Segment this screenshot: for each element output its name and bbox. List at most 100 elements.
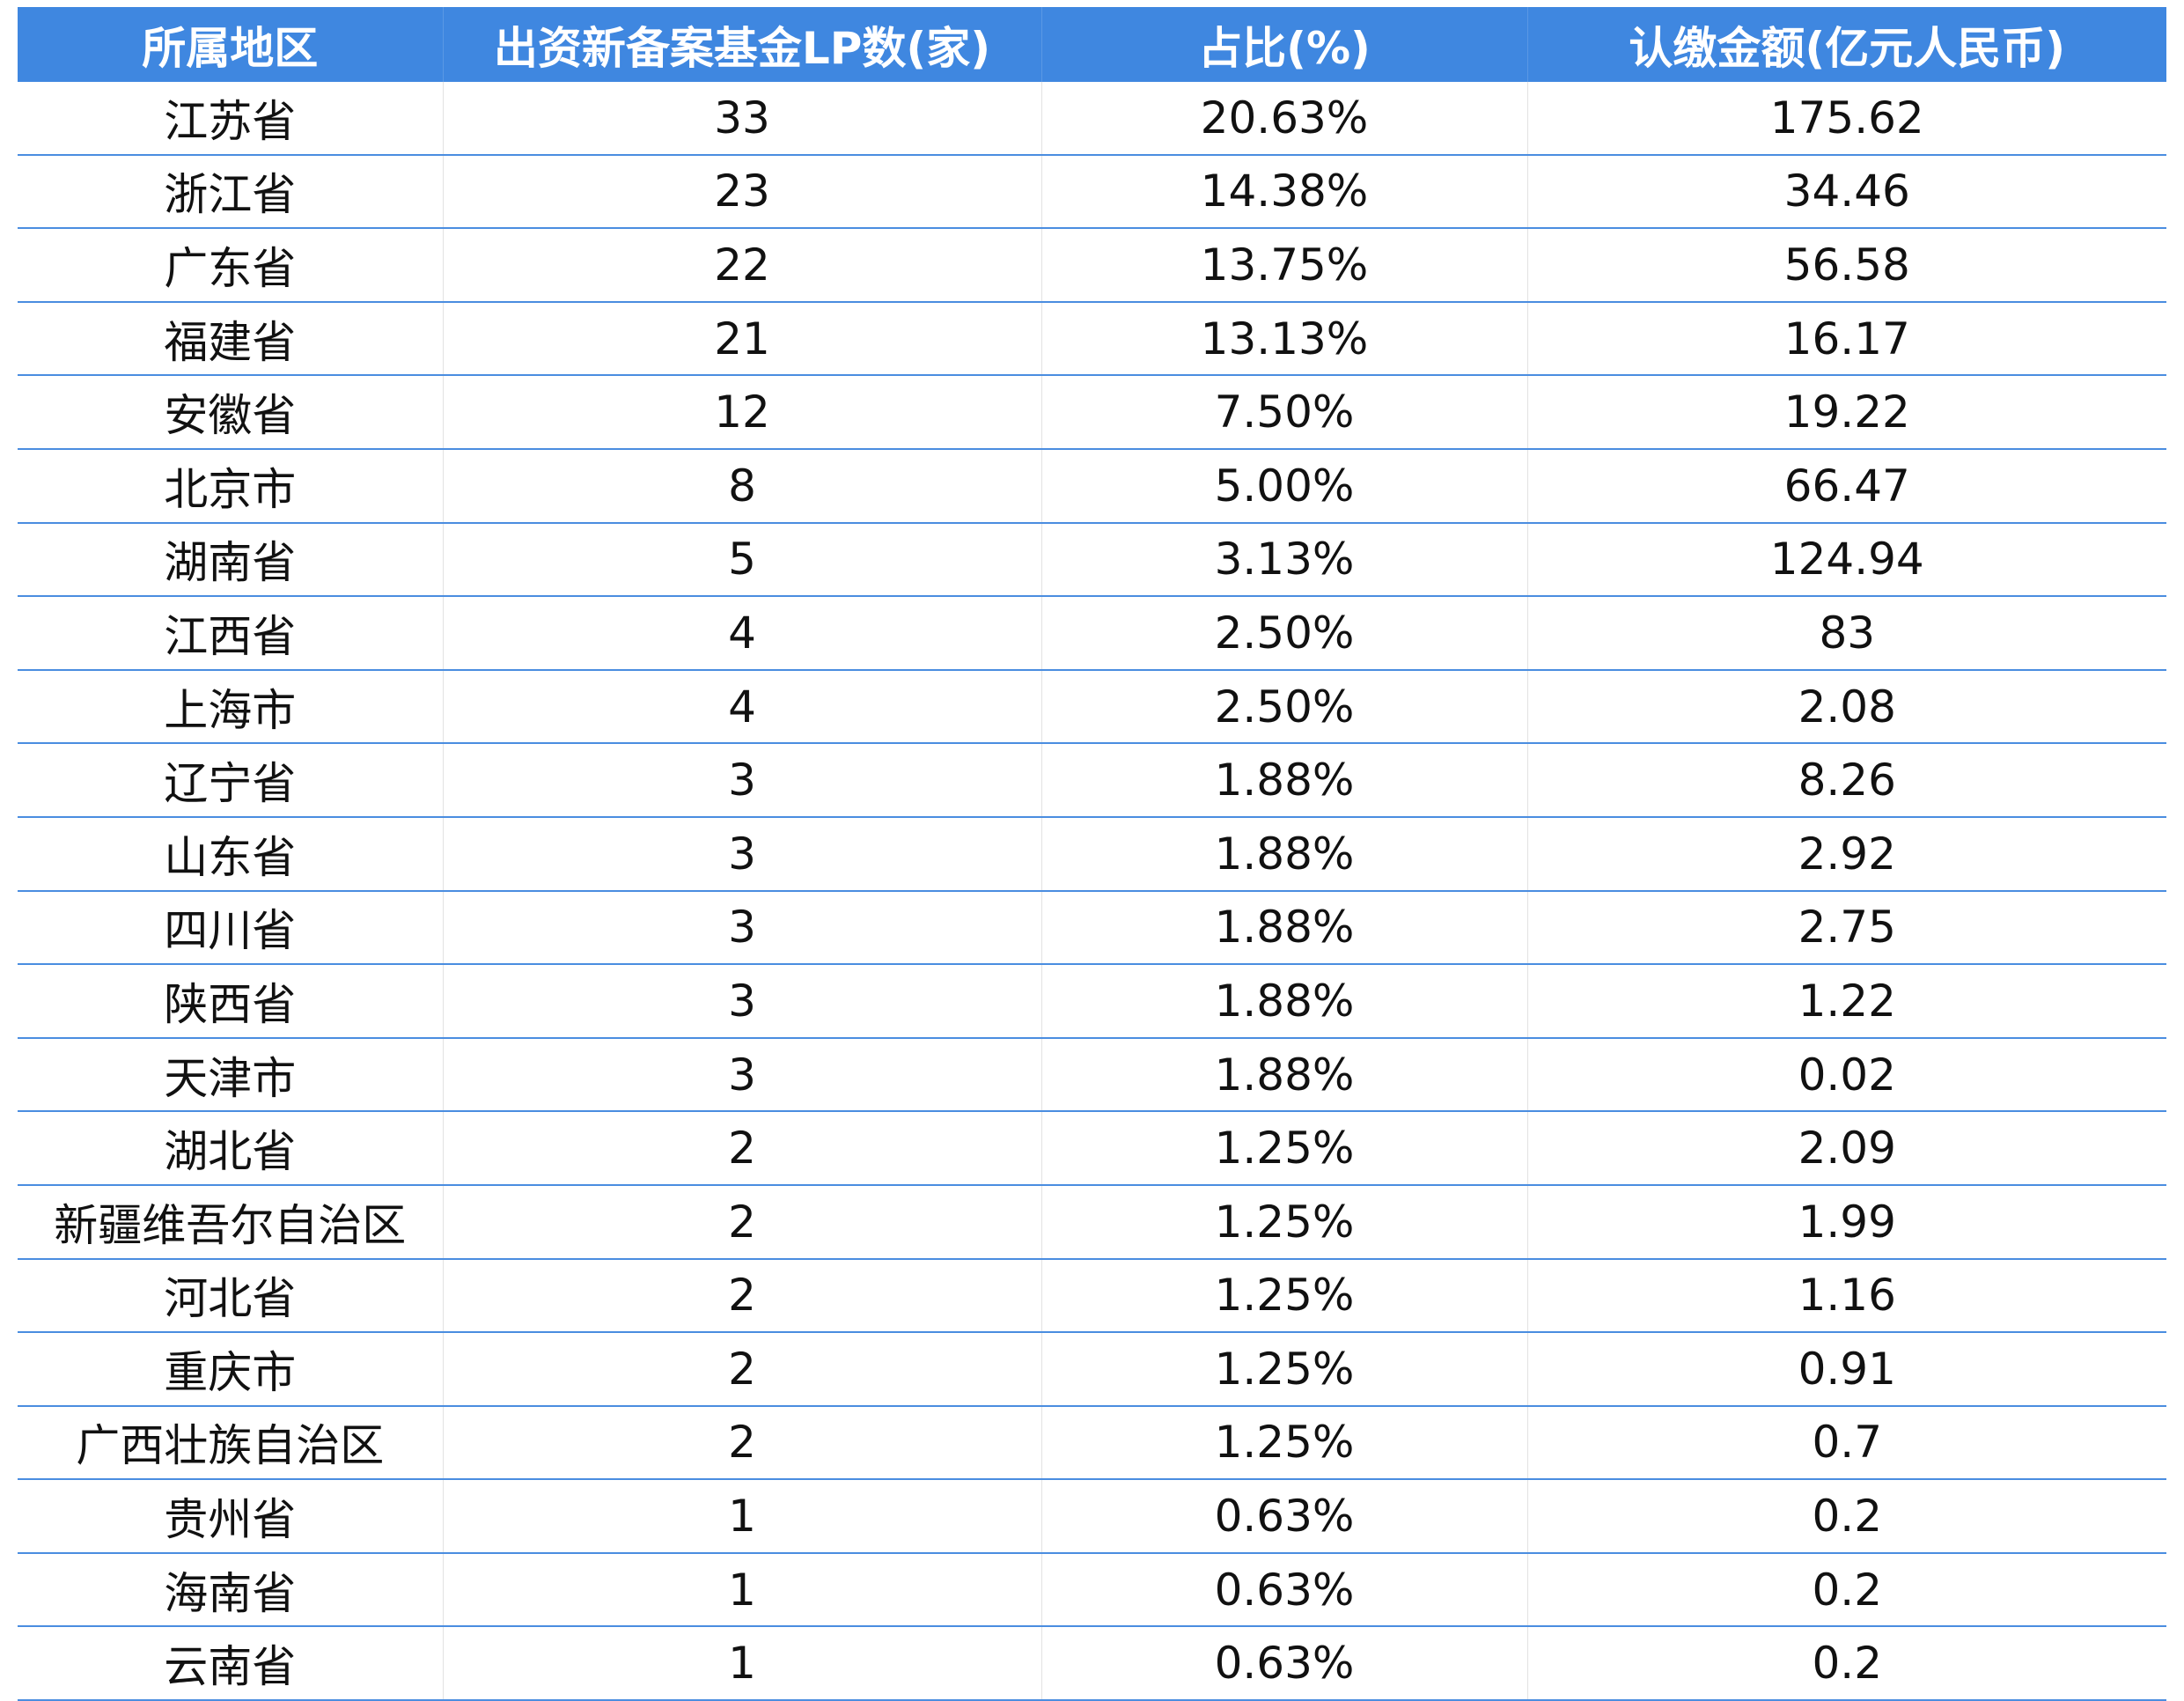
- cell-lp-count: 4: [443, 669, 1042, 745]
- cell-share: 2.50%: [1041, 596, 1528, 671]
- cell-subscribed-amount: 2.08: [1527, 669, 2166, 745]
- cell-subscribed-amount: 34.46: [1527, 154, 2166, 230]
- cell-share: 1.88%: [1041, 890, 1528, 966]
- header-subscribed-amount: 认缴金额(亿元人民币): [1527, 7, 2166, 82]
- cell-lp-count: 2: [443, 1111, 1042, 1186]
- cell-lp-count: 3: [443, 890, 1042, 966]
- cell-subscribed-amount: 16.17: [1527, 301, 2166, 377]
- header-share: 占比(%): [1041, 7, 1528, 82]
- cell-lp-count: 8: [443, 448, 1042, 524]
- cell-lp-count: 1: [443, 1626, 1042, 1701]
- cell-region: 安徽省: [18, 375, 444, 450]
- cell-region: 河北省: [18, 1258, 444, 1334]
- cell-subscribed-amount: 0.7: [1527, 1405, 2166, 1481]
- cell-share: 7.50%: [1041, 375, 1528, 450]
- cell-lp-count: 2: [443, 1258, 1042, 1334]
- cell-subscribed-amount: 2.09: [1527, 1111, 2166, 1186]
- cell-share: 1.25%: [1041, 1405, 1528, 1481]
- cell-region: 辽宁省: [18, 743, 444, 818]
- table-row: 上海市 4 2.50% 2.08: [18, 669, 2166, 745]
- table-row: 安徽省 12 7.50% 19.22: [18, 375, 2166, 450]
- cell-share: 2.50%: [1041, 669, 1528, 745]
- cell-subscribed-amount: 124.94: [1527, 522, 2166, 598]
- cell-subscribed-amount: 1.22: [1527, 964, 2166, 1039]
- cell-share: 0.63%: [1041, 1479, 1528, 1554]
- table-row: 江苏省 33 20.63% 175.62: [18, 82, 2166, 156]
- cell-region: 上海市: [18, 669, 444, 745]
- cell-region: 贵州省: [18, 1479, 444, 1554]
- cell-region: 新疆维吾尔自治区: [18, 1184, 444, 1260]
- cell-share: 13.75%: [1041, 228, 1528, 303]
- table-row: 辽宁省 3 1.88% 8.26: [18, 743, 2166, 818]
- cell-share: 1.88%: [1041, 964, 1528, 1039]
- cell-share: 1.88%: [1041, 1037, 1528, 1113]
- cell-subscribed-amount: 2.92: [1527, 816, 2166, 892]
- cell-region: 云南省: [18, 1626, 444, 1701]
- cell-lp-count: 2: [443, 1332, 1042, 1407]
- cell-lp-count: 3: [443, 964, 1042, 1039]
- cell-subscribed-amount: 83: [1527, 596, 2166, 671]
- cell-share: 1.25%: [1041, 1332, 1528, 1407]
- cell-subscribed-amount: 66.47: [1527, 448, 2166, 524]
- cell-lp-count: 12: [443, 375, 1042, 450]
- cell-lp-count: 3: [443, 1037, 1042, 1113]
- cell-region: 北京市: [18, 448, 444, 524]
- cell-lp-count: 4: [443, 596, 1042, 671]
- table-row: 江西省 4 2.50% 83: [18, 596, 2166, 671]
- cell-share: 5.00%: [1041, 448, 1528, 524]
- cell-lp-count: 3: [443, 816, 1042, 892]
- table-row: 云南省 1 0.63% 0.2: [18, 1626, 2166, 1701]
- cell-subscribed-amount: 0.02: [1527, 1037, 2166, 1113]
- table-row: 新疆维吾尔自治区 2 1.25% 1.99: [18, 1184, 2166, 1260]
- cell-subscribed-amount: 1.16: [1527, 1258, 2166, 1334]
- cell-lp-count: 22: [443, 228, 1042, 303]
- cell-region: 江苏省: [18, 82, 444, 156]
- cell-region: 广西壮族自治区: [18, 1405, 444, 1481]
- cell-share: 1.88%: [1041, 743, 1528, 818]
- cell-subscribed-amount: 0.2: [1527, 1626, 2166, 1701]
- cell-region: 江西省: [18, 596, 444, 671]
- cell-share: 3.13%: [1041, 522, 1528, 598]
- table-row: 湖北省 2 1.25% 2.09: [18, 1111, 2166, 1186]
- cell-lp-count: 2: [443, 1405, 1042, 1481]
- cell-share: 1.88%: [1041, 816, 1528, 892]
- cell-share: 20.63%: [1041, 82, 1528, 156]
- table-row: 广西壮族自治区 2 1.25% 0.7: [18, 1405, 2166, 1481]
- cell-region: 陕西省: [18, 964, 444, 1039]
- header-region: 所属地区: [18, 7, 444, 82]
- table-row: 陕西省 3 1.88% 1.22: [18, 964, 2166, 1039]
- cell-region: 天津市: [18, 1037, 444, 1113]
- cell-region: 山东省: [18, 816, 444, 892]
- cell-region: 浙江省: [18, 154, 444, 230]
- table-row: 海南省 1 0.63% 0.2: [18, 1552, 2166, 1628]
- table-row: 贵州省 1 0.63% 0.2: [18, 1479, 2166, 1554]
- table-row: 浙江省 23 14.38% 34.46: [18, 154, 2166, 230]
- table-row: 湖南省 5 3.13% 124.94: [18, 522, 2166, 598]
- cell-share: 1.25%: [1041, 1258, 1528, 1334]
- cell-subscribed-amount: 56.58: [1527, 228, 2166, 303]
- table-row: 河北省 2 1.25% 1.16: [18, 1258, 2166, 1334]
- cell-share: 0.63%: [1041, 1626, 1528, 1701]
- cell-lp-count: 21: [443, 301, 1042, 377]
- cell-share: 14.38%: [1041, 154, 1528, 230]
- cell-subscribed-amount: 0.2: [1527, 1479, 2166, 1554]
- cell-region: 海南省: [18, 1552, 444, 1628]
- cell-share: 13.13%: [1041, 301, 1528, 377]
- cell-region: 福建省: [18, 301, 444, 377]
- cell-region: 广东省: [18, 228, 444, 303]
- cell-subscribed-amount: 19.22: [1527, 375, 2166, 450]
- cell-lp-count: 23: [443, 154, 1042, 230]
- cell-lp-count: 1: [443, 1552, 1042, 1628]
- table-row: 四川省 3 1.88% 2.75: [18, 890, 2166, 966]
- table-row: 福建省 21 13.13% 16.17: [18, 301, 2166, 377]
- cell-share: 1.25%: [1041, 1111, 1528, 1186]
- cell-subscribed-amount: 1.99: [1527, 1184, 2166, 1260]
- table-row: 山东省 3 1.88% 2.92: [18, 816, 2166, 892]
- cell-lp-count: 3: [443, 743, 1042, 818]
- lp-region-table: 所属地区 出资新备案基金LP数(家) 占比(%) 认缴金额(亿元人民币) 江苏省 33 2…: [18, 7, 2166, 1701]
- table-row: 广东省 22 13.75% 56.58: [18, 228, 2166, 303]
- cell-lp-count: 2: [443, 1184, 1042, 1260]
- table-row: 重庆市 2 1.25% 0.91: [18, 1332, 2166, 1407]
- cell-region: 四川省: [18, 890, 444, 966]
- cell-lp-count: 33: [443, 82, 1042, 156]
